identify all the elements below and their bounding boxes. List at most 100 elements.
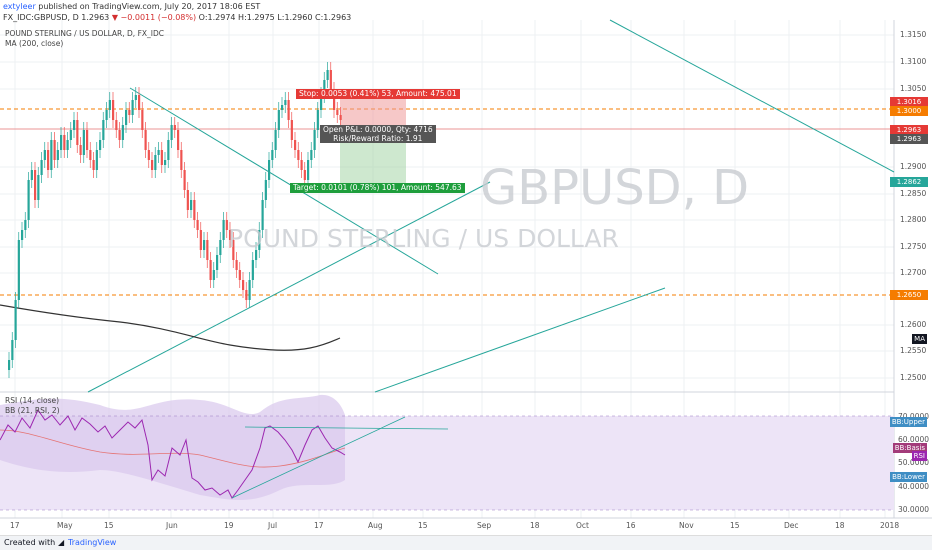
candle-body xyxy=(255,250,258,260)
time-tick: Sep xyxy=(477,521,492,530)
candle-body xyxy=(173,125,176,130)
rsi-resistance-line[interactable] xyxy=(244,426,449,430)
candle-body xyxy=(323,80,326,95)
candle-body xyxy=(105,110,108,120)
legend-rsi[interactable]: RSI (14, close) xyxy=(5,396,60,405)
candle-body xyxy=(134,95,137,100)
rr-text: Risk/Reward Ratio: 1.91 xyxy=(333,134,423,143)
ohlc-values: O:1.2974 H:1.2975 L:1.2960 C:1.2963 xyxy=(198,13,352,22)
trendline-down[interactable] xyxy=(129,87,439,275)
stop-label[interactable]: Stop: 0.0053 (0.41%) 53, Amount: 475.01 xyxy=(296,89,460,99)
trendline-up[interactable] xyxy=(87,181,491,393)
bb-basis-line xyxy=(0,429,346,468)
rsi-tag: RSI xyxy=(911,451,927,461)
rsi-line[interactable] xyxy=(0,408,346,499)
candle-body xyxy=(232,240,235,260)
candle-body xyxy=(209,260,212,280)
candle-body xyxy=(297,150,300,160)
candle-body xyxy=(147,150,150,160)
candle-body xyxy=(336,110,339,115)
candle-body xyxy=(186,190,189,210)
candle-body xyxy=(326,70,329,80)
legend-title[interactable]: POUND STERLING / US DOLLAR, D, FX_IDC xyxy=(5,29,165,38)
candlestick-series[interactable] xyxy=(8,62,342,378)
legend-ma[interactable]: MA (200, close) xyxy=(5,39,64,48)
time-tick: 17 xyxy=(10,521,20,530)
rsi-tick: 70.0000 xyxy=(898,412,929,421)
candle-body xyxy=(170,125,173,140)
candle-body xyxy=(261,200,264,230)
candle-body xyxy=(76,120,79,145)
candle-body xyxy=(92,160,95,170)
rsi-support-line[interactable] xyxy=(231,416,406,499)
price-tick: 1.2900 xyxy=(900,162,927,171)
stop-zone[interactable] xyxy=(340,98,406,129)
time-tick: May xyxy=(57,521,73,530)
candle-body xyxy=(21,230,24,240)
candle-body xyxy=(154,155,157,170)
candle-body xyxy=(245,290,248,300)
rsi-tick: 30.0000 xyxy=(898,505,930,514)
candle-body xyxy=(60,135,63,150)
candle-body xyxy=(329,70,332,90)
candle-body xyxy=(216,255,219,270)
candle-body xyxy=(160,150,163,165)
candle-body xyxy=(222,220,225,240)
trendline-lower[interactable] xyxy=(374,287,666,393)
price-label-tag: 1.2650 xyxy=(890,290,928,300)
candle-body xyxy=(212,270,215,280)
candle-body xyxy=(141,110,144,130)
symbol-line: FX_IDC:GBPUSD, D 1.2963 xyxy=(3,13,110,22)
tradingview-logo-icon[interactable]: ◢ xyxy=(58,538,65,547)
candle-body xyxy=(50,140,53,170)
candle-body xyxy=(69,130,72,140)
ma-200-line[interactable] xyxy=(0,304,341,351)
price-tick: 1.3150 xyxy=(900,30,927,39)
candle-body xyxy=(125,110,128,125)
watermark-symbol: GBPUSD, D xyxy=(480,160,750,216)
candle-body xyxy=(131,100,134,115)
candle-body xyxy=(24,220,27,230)
time-tick: Nov xyxy=(679,521,694,530)
candle-body xyxy=(167,140,170,160)
time-tick: Oct xyxy=(576,521,589,530)
publish-info: extyleer published on TradingView.com, J… xyxy=(3,2,260,11)
candle-body xyxy=(281,105,284,110)
candle-body xyxy=(108,100,111,110)
candle-body xyxy=(8,360,11,370)
candle-body xyxy=(320,95,323,110)
candle-body xyxy=(89,150,92,160)
watermark-name: POUND STERLING / US DOLLAR xyxy=(228,224,619,253)
candle-body xyxy=(196,220,199,230)
legend-bb[interactable]: BB (21, RSI, 2) xyxy=(5,406,60,415)
time-tick: 18 xyxy=(835,521,845,530)
time-tick: Jun xyxy=(166,521,178,530)
candle-body xyxy=(27,180,30,220)
price-label-tag: 1.2963 xyxy=(890,134,928,144)
target-label[interactable]: Target: 0.0101 (0.78%) 101, Amount: 547.… xyxy=(290,183,465,193)
candle-body xyxy=(190,200,193,210)
time-tick: 15 xyxy=(418,521,428,530)
price-tick: 1.3100 xyxy=(900,57,927,66)
candle-body xyxy=(30,170,33,180)
created-with-text: Created with xyxy=(4,538,56,547)
candle-body xyxy=(333,90,336,110)
candle-body xyxy=(43,150,46,160)
open-pl-label[interactable]: Open P&L: 0.0000, Qty: 4716 Risk/Reward … xyxy=(320,125,436,143)
candle-body xyxy=(264,180,267,200)
rsi-tick: 50.0000 xyxy=(898,458,930,467)
ma-tag: MA xyxy=(912,334,927,344)
candle-body xyxy=(34,170,37,200)
open-pl-text: Open P&L: 0.0000, Qty: 4716 xyxy=(323,125,433,134)
publisher-name[interactable]: extyleer xyxy=(3,2,36,11)
price-tick: 1.2500 xyxy=(900,373,927,382)
trendline-upper-right[interactable] xyxy=(609,19,895,173)
price-change: ▼ −0.0011 (−0.08%) xyxy=(111,13,197,22)
tradingview-brand[interactable]: TradingView xyxy=(68,538,117,547)
time-tick: 15 xyxy=(104,521,114,530)
price-tick: 1.2750 xyxy=(900,242,927,251)
time-tick: 19 xyxy=(224,521,234,530)
candle-body xyxy=(115,120,118,130)
candle-body xyxy=(53,140,56,160)
